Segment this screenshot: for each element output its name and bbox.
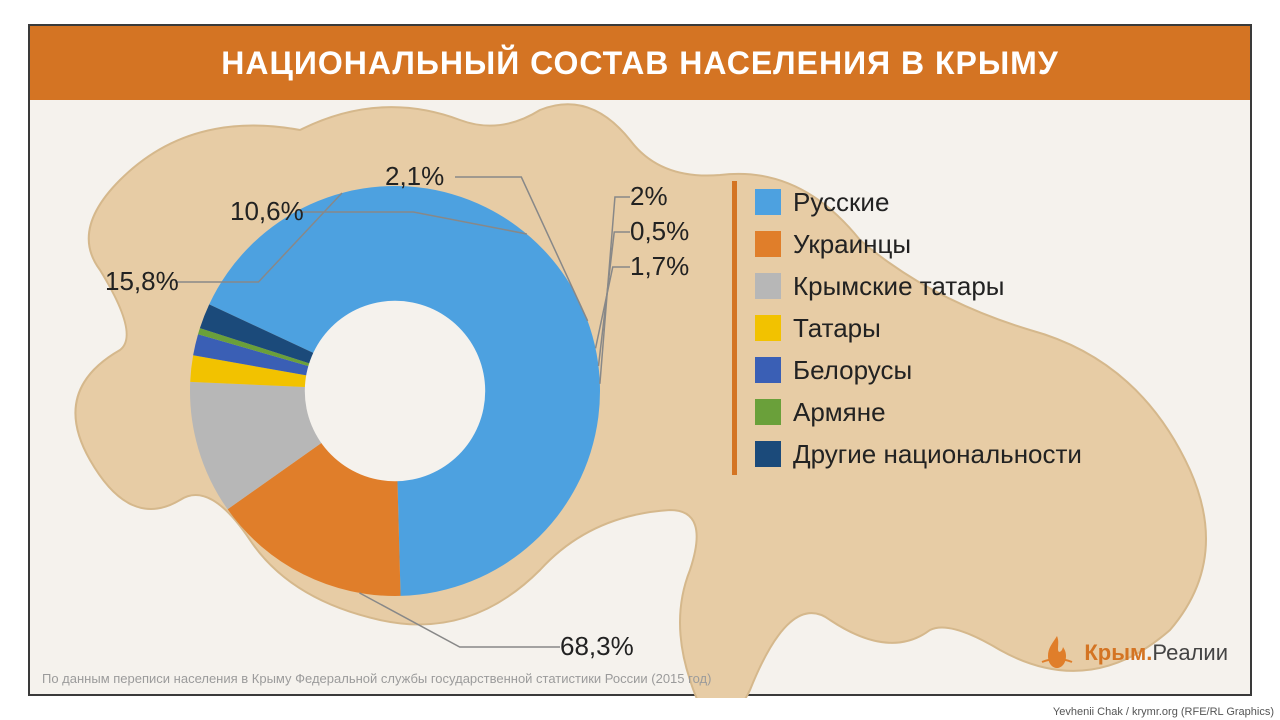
donut-chart xyxy=(180,176,610,606)
legend-swatch xyxy=(755,441,781,467)
legend-label: Белорусы xyxy=(793,355,912,386)
legend-swatch xyxy=(755,399,781,425)
page-title: НАЦИОНАЛЬНЫЙ СОСТАВ НАСЕЛЕНИЯ В КРЫМУ xyxy=(221,45,1058,82)
percent-label: 2,1% xyxy=(385,161,444,192)
image-credit: Yevhenii Chak / krymr.org (RFE/RL Graphi… xyxy=(1053,706,1274,718)
legend-swatch xyxy=(755,315,781,341)
legend-label: Татары xyxy=(793,313,881,344)
percent-label: 68,3% xyxy=(560,631,634,662)
percent-label: 2% xyxy=(630,181,668,212)
logo-prefix: Крым. xyxy=(1084,640,1152,665)
legend-label: Другие национальности xyxy=(793,439,1082,470)
legend-label: Русские xyxy=(793,187,889,218)
legend-item: Белорусы xyxy=(755,349,1082,391)
percent-label: 10,6% xyxy=(230,196,304,227)
legend-swatch xyxy=(755,189,781,215)
percent-label: 1,7% xyxy=(630,251,689,282)
legend-item: Крымские татары xyxy=(755,265,1082,307)
legend-label: Крымские татары xyxy=(793,271,1004,302)
data-source-footnote: По данным переписи населения в Крыму Фед… xyxy=(42,671,711,686)
legend-label: Армяне xyxy=(793,397,886,428)
legend-item: Армяне xyxy=(755,391,1082,433)
logo-suffix: Реалии xyxy=(1152,640,1228,665)
legend-label: Украинцы xyxy=(793,229,911,260)
legend-swatch xyxy=(755,273,781,299)
infographic-frame: НАЦИОНАЛЬНЫЙ СОСТАВ НАСЕЛЕНИЯ В КРЫМУ 68… xyxy=(28,24,1252,696)
flame-icon xyxy=(1038,634,1076,672)
legend-item: Другие национальности xyxy=(755,433,1082,475)
legend-item: Татары xyxy=(755,307,1082,349)
title-bar: НАЦИОНАЛЬНЫЙ СОСТАВ НАСЕЛЕНИЯ В КРЫМУ xyxy=(30,26,1250,100)
legend-item: Русские xyxy=(755,181,1082,223)
legend-swatch xyxy=(755,231,781,257)
legend-swatch xyxy=(755,357,781,383)
percent-label: 0,5% xyxy=(630,216,689,247)
chart-legend: Русские Украинцы Крымские татары Татары Бело… xyxy=(732,181,1082,475)
logo-text: Крым.Реалии xyxy=(1084,640,1228,666)
source-logo: Крым.Реалии xyxy=(1038,634,1228,672)
legend-item: Украинцы xyxy=(755,223,1082,265)
percent-label: 15,8% xyxy=(105,266,179,297)
